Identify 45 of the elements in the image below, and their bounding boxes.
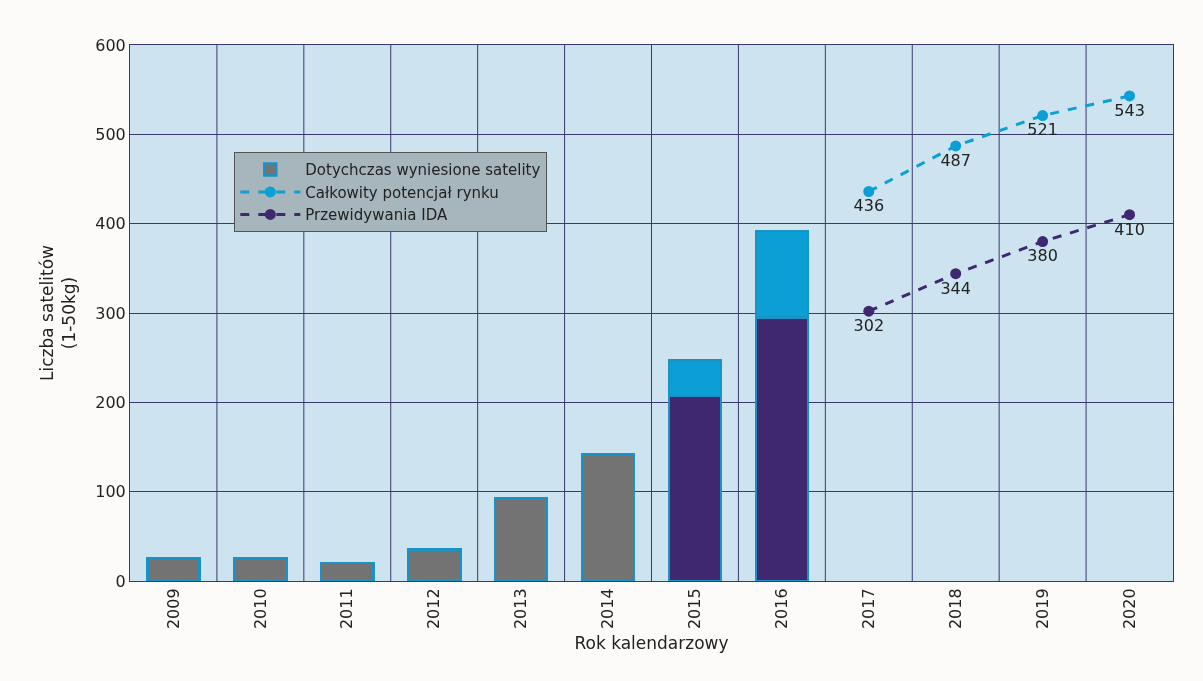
bar: [146, 556, 201, 581]
y-tick-label: 200: [95, 392, 126, 412]
point: [1037, 110, 1049, 122]
point: [950, 140, 962, 152]
bar: [319, 561, 375, 581]
x-tick-label: 2014: [598, 588, 618, 630]
point: [950, 268, 962, 280]
data-label: 302: [853, 316, 885, 336]
y-tick-label: 300: [95, 303, 126, 323]
data-label: 410: [1114, 219, 1145, 239]
point: [863, 305, 875, 317]
y-tick-label: 0: [115, 571, 126, 591]
x-tick-label: 2017: [858, 588, 878, 630]
legend-label: Całkowity potencjał rynku: [305, 183, 499, 202]
y-tick-label: 100: [95, 482, 126, 502]
bar: [493, 496, 549, 581]
point: [1124, 209, 1136, 221]
data-label: 543: [1114, 100, 1145, 120]
x-tick-label: 2016: [772, 588, 792, 630]
y-tick-label: 600: [95, 35, 126, 55]
x-tick-label: 2020: [1119, 588, 1139, 630]
bar: [406, 548, 462, 581]
data-label: 487: [940, 150, 971, 170]
x-tick-label: 2009: [163, 588, 183, 630]
data-label: 380: [1027, 246, 1058, 266]
data-label: 436: [853, 196, 885, 216]
data-label: 344: [940, 278, 971, 298]
legend-label: Przewidywania IDA: [305, 206, 448, 225]
y-tick-label: 500: [95, 124, 126, 144]
x-tick-label: 2018: [945, 588, 965, 630]
y-axis-title: Liczba satelitów (1-50kg): [36, 244, 79, 381]
legend-label: Dotychczas wyniesione satelity: [305, 161, 541, 180]
x-tick-label: 2015: [685, 588, 705, 630]
x-tick-label: 2013: [511, 588, 531, 630]
point: [863, 186, 875, 198]
point: [1037, 236, 1049, 248]
bar: [580, 452, 636, 581]
y-tick-label: 400: [95, 214, 126, 234]
point: [1124, 90, 1136, 102]
x-tick-label: 2010: [250, 588, 270, 630]
x-tick-label: 2019: [1032, 588, 1052, 630]
x-tick-label: 2012: [424, 588, 444, 630]
x-tick-label: 2011: [337, 588, 357, 630]
bar: [233, 556, 288, 581]
x-axis-title: Rok kalendarzowy: [574, 632, 729, 653]
